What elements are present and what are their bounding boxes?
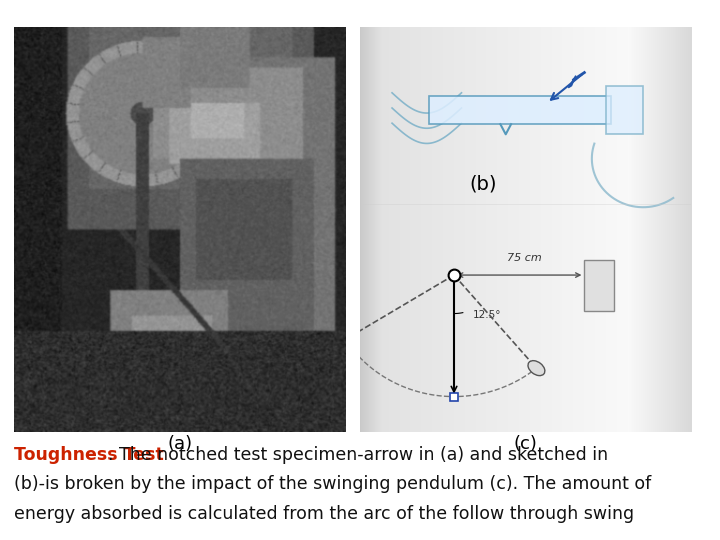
Text: (b)-is broken by the impact of the swinging pendulum (c). The amount of: (b)-is broken by the impact of the swing… — [14, 475, 652, 493]
Text: Toughness Test: Toughness Test — [14, 446, 164, 463]
Text: 12.5°: 12.5° — [473, 309, 502, 320]
FancyBboxPatch shape — [606, 86, 643, 134]
Text: energy absorbed is calculated from the arc of the follow through swing: energy absorbed is calculated from the a… — [14, 505, 634, 523]
Ellipse shape — [338, 331, 353, 348]
Polygon shape — [568, 76, 576, 87]
FancyBboxPatch shape — [585, 260, 614, 310]
FancyBboxPatch shape — [429, 96, 611, 124]
Ellipse shape — [528, 361, 545, 376]
FancyBboxPatch shape — [450, 393, 459, 401]
Text: (c): (c) — [513, 435, 538, 453]
Text: 75 cm: 75 cm — [507, 253, 542, 263]
Text: . The notched test specimen-arrow in (a) and sketched in: . The notched test specimen-arrow in (a)… — [108, 446, 608, 463]
Text: (a): (a) — [168, 435, 192, 453]
Text: (b): (b) — [469, 174, 497, 193]
